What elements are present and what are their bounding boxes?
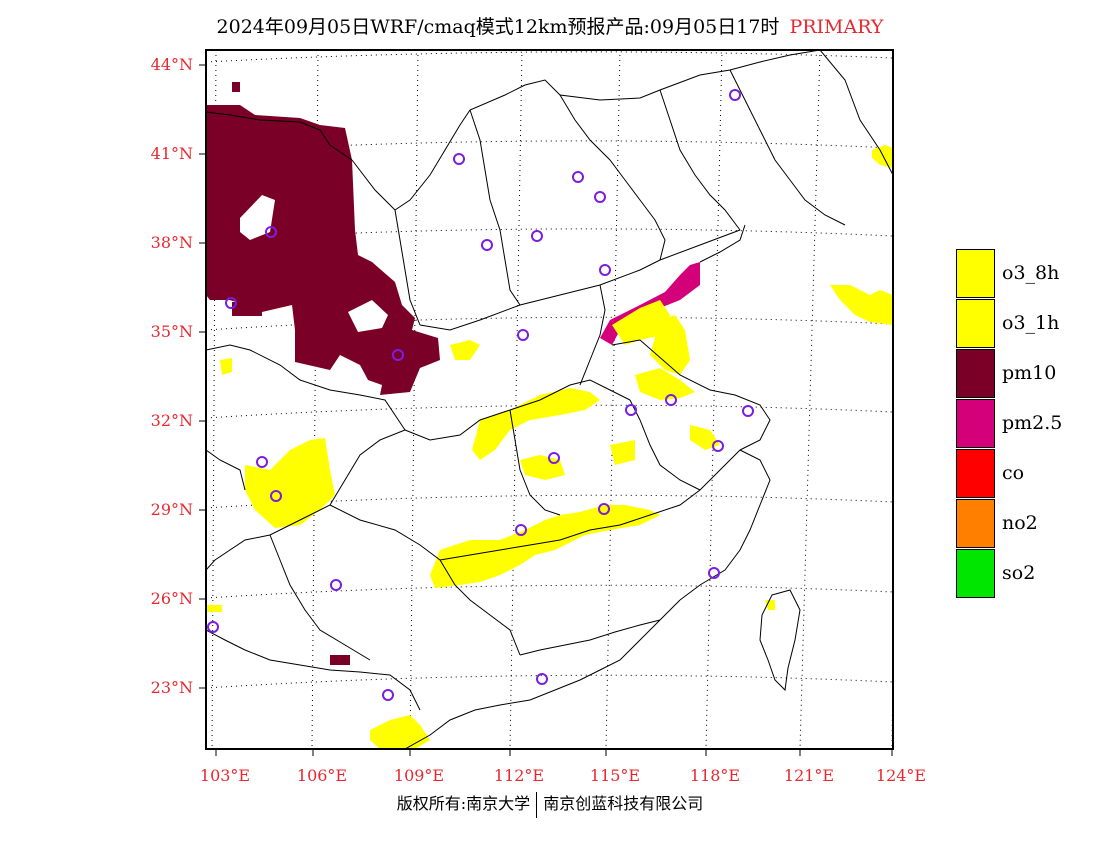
title-tag: PRIMARY xyxy=(789,16,884,38)
legend-swatch xyxy=(956,399,995,448)
lon-label: 115°E xyxy=(589,766,641,785)
lat-label: 35°N xyxy=(150,322,193,341)
lon-ticks xyxy=(215,749,893,756)
map-title: 2024年09月05日WRF/cmaq模式12km预报产品:09月05日17时 P… xyxy=(0,12,1100,39)
copyright-footer: 版权所有:南京大学 南京创蓝科技有限公司 xyxy=(0,790,1100,818)
lat-label: 29°N xyxy=(150,500,193,519)
title-main: 2024年09月05日WRF/cmaq模式12km预报产品:09月05日17时 xyxy=(216,16,780,38)
legend-swatch xyxy=(956,449,995,498)
plot-frame xyxy=(205,49,894,750)
lat-label: 32°N xyxy=(150,411,193,430)
pm10-area xyxy=(206,82,440,665)
lat-label: 38°N xyxy=(150,233,193,252)
lat-label: 44°N xyxy=(150,55,193,74)
legend-label: so2 xyxy=(1002,562,1036,584)
o3-area xyxy=(206,145,893,749)
lon-label: 106°E xyxy=(296,766,348,785)
legend-swatch xyxy=(956,299,995,348)
lat-label: 41°N xyxy=(150,144,193,163)
station-markers xyxy=(207,89,754,701)
footer-divider xyxy=(536,791,538,818)
legend-swatch xyxy=(956,249,995,298)
lon-label: 124°E xyxy=(875,766,927,785)
lat-ticks xyxy=(199,64,206,689)
legend-swatch xyxy=(956,499,995,548)
legend-label: co xyxy=(1002,462,1025,484)
lat-label: 26°N xyxy=(150,589,193,608)
lon-label: 109°E xyxy=(393,766,445,785)
legend-swatch xyxy=(956,349,995,398)
lat-label: 23°N xyxy=(150,678,193,697)
lon-label: 103°E xyxy=(199,766,251,785)
lon-label: 112°E xyxy=(493,766,545,785)
legend-label: o3_1h xyxy=(1002,312,1060,334)
footer-left: 版权所有:南京大学 xyxy=(396,794,531,813)
footer-right: 南京创蓝科技有限公司 xyxy=(543,794,704,813)
legend-swatch xyxy=(956,549,995,598)
legend-label: pm10 xyxy=(1002,362,1057,384)
legend-label: pm2.5 xyxy=(1002,412,1063,434)
legend-label: no2 xyxy=(1002,512,1038,534)
lon-label: 121°E xyxy=(783,766,835,785)
legend-label: o3_8h xyxy=(1002,262,1060,284)
lon-label: 118°E xyxy=(689,766,741,785)
boundaries xyxy=(206,50,893,749)
